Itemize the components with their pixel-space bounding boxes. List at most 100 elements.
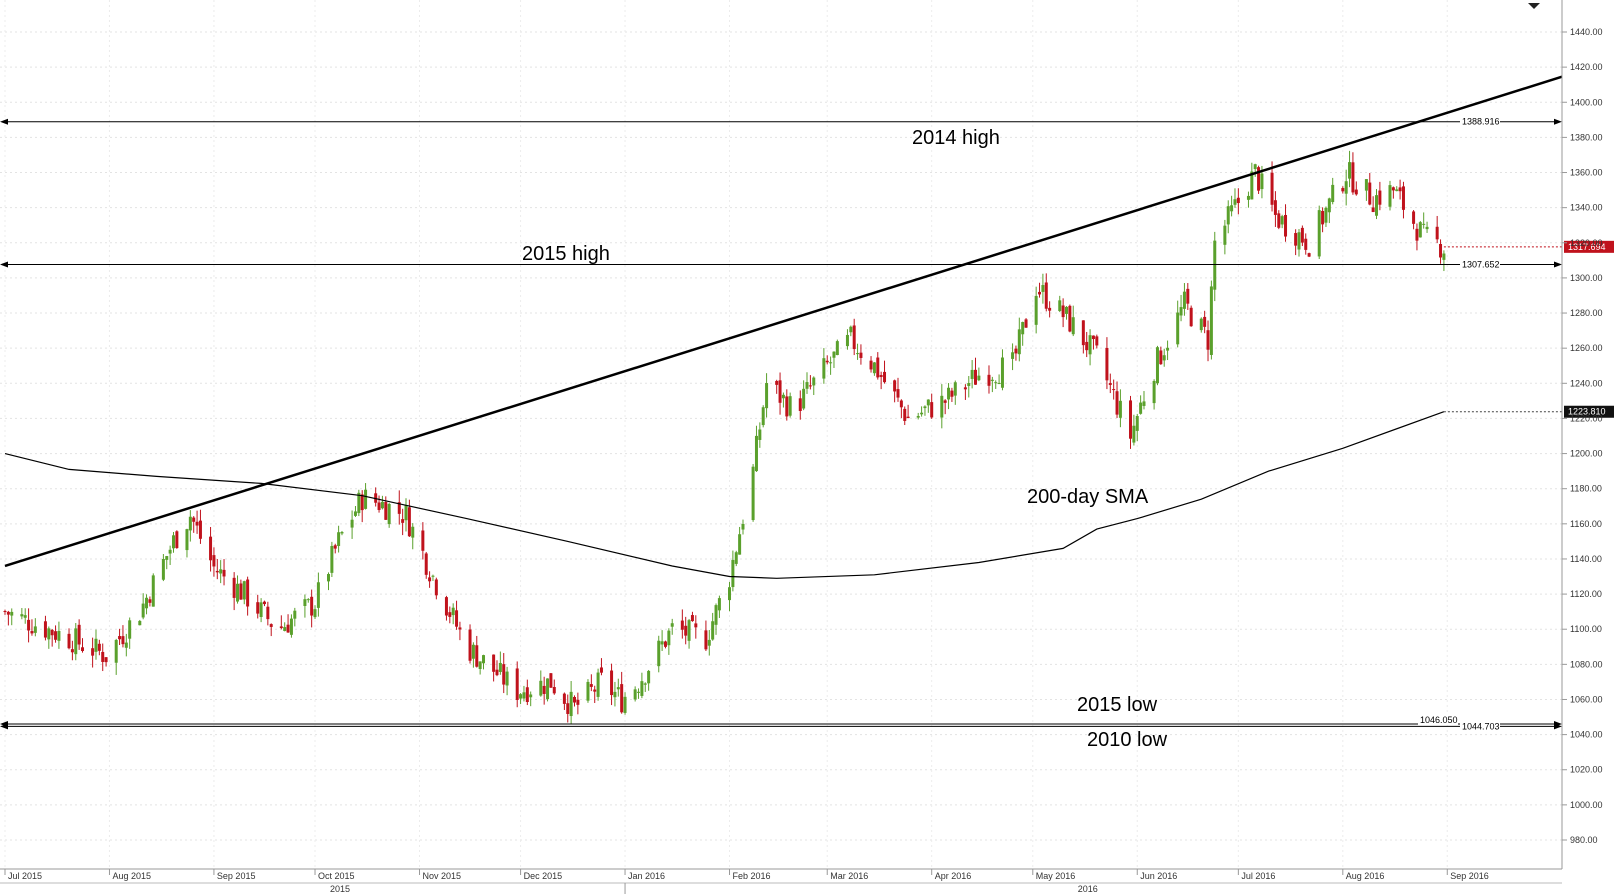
candle-body: [175, 531, 179, 549]
candle-body: [1142, 401, 1146, 406]
candle-body: [670, 623, 674, 627]
candle-body: [883, 371, 887, 383]
candle-body: [1135, 416, 1139, 431]
x-tick-label: Jul 2016: [1241, 871, 1275, 881]
y-tick-label: 1180.00: [1570, 484, 1602, 494]
candle-body: [734, 552, 738, 564]
chart-annotations: 2014 high 2015 high 200-day SMA 2015 low…: [522, 127, 1168, 751]
current-price-tag: [1564, 240, 1614, 253]
y-tick-label: 1100.00: [1570, 624, 1602, 634]
candle-body: [1233, 199, 1237, 205]
candle-body: [970, 369, 974, 379]
candle-body: [407, 507, 411, 537]
candle-body: [239, 583, 243, 600]
candle-body: [1270, 172, 1274, 205]
candle-body: [256, 602, 260, 614]
x-tick-label: May 2016: [1036, 871, 1076, 881]
candle-body: [1277, 213, 1281, 228]
candle-body: [1246, 195, 1250, 200]
x-tick-label: Sep 2016: [1450, 871, 1489, 881]
candle-body: [404, 505, 408, 521]
candle-body: [930, 402, 934, 418]
y-tick-label: 1320.00: [1570, 238, 1603, 248]
trendline: [4, 75, 1563, 568]
x-tick-label: Dec 2015: [524, 871, 563, 881]
level-label-bg: [1460, 721, 1500, 732]
candle-body: [377, 502, 381, 510]
candle-body: [687, 620, 691, 641]
candle-body: [711, 621, 715, 640]
candle-body: [70, 649, 74, 653]
x-axis: Jul 2015 Aug 2015 Sep 2015 Oct 2015 Nov 2015…: [0, 868, 1562, 894]
candle-body: [1344, 181, 1348, 194]
candle-body: [1273, 200, 1277, 215]
candle-body: [3, 611, 7, 613]
y-tick-label: 1140.00: [1570, 554, 1602, 564]
candle-body: [1139, 402, 1143, 414]
candle-body: [1091, 335, 1095, 340]
arrow-right-icon: [1554, 118, 1562, 125]
candle-body: [97, 643, 101, 651]
arrow-right-icon: [1554, 723, 1562, 730]
candle-body: [663, 641, 667, 647]
candle-body: [775, 380, 779, 385]
candle-body: [1425, 226, 1429, 230]
candle-body: [1088, 335, 1092, 355]
candle-body: [781, 394, 785, 399]
candle-body: [192, 517, 196, 522]
candle-body: [643, 683, 647, 685]
candle-body: [758, 429, 762, 440]
candle-body: [74, 628, 78, 655]
y-tick-label: 1380.00: [1570, 132, 1603, 142]
candle-body: [1341, 188, 1345, 192]
candle-body: [374, 493, 378, 503]
candle-body: [896, 389, 900, 398]
candle-body: [114, 639, 118, 663]
candle-body: [364, 489, 368, 509]
x-tick-label: Aug 2015: [112, 871, 151, 881]
candle-body: [1021, 322, 1025, 335]
candle-body: [633, 689, 637, 700]
candle-body: [222, 569, 226, 577]
candle-body: [1304, 238, 1308, 250]
candle-body: [266, 606, 270, 620]
candle-body: [492, 654, 496, 672]
candle-body: [54, 631, 58, 640]
candle-body: [495, 669, 499, 676]
candle-body: [1041, 285, 1045, 292]
candle-body: [118, 636, 122, 640]
x-tick-label: Oct 2015: [318, 871, 355, 881]
candle-body: [637, 691, 641, 693]
candle-body: [77, 624, 81, 645]
candle-body: [1176, 312, 1180, 345]
candle-body: [1011, 352, 1015, 359]
candle-body: [1048, 307, 1052, 311]
candle-body: [6, 611, 10, 615]
candle-body: [1250, 171, 1254, 200]
candle-body: [279, 626, 283, 629]
candle-body: [316, 582, 320, 608]
x-tick-label: Feb 2016: [733, 871, 771, 881]
y-tick-label: 1000.00: [1570, 800, 1603, 810]
x-tick-label: Sep 2015: [217, 871, 256, 881]
candle-body: [1435, 226, 1439, 240]
candle-body: [812, 377, 816, 386]
candle-body: [269, 624, 273, 627]
candle-body: [1182, 291, 1186, 309]
candle-body: [188, 516, 192, 531]
chevron-down-icon: [1528, 3, 1540, 9]
candle-body: [30, 631, 34, 634]
candle-body: [1442, 253, 1446, 260]
candle-body: [1280, 216, 1284, 225]
chart-overlays: 1388.916 1307.652 1046.050 1044.703 1317.694…: [0, 3, 1614, 732]
candle-body: [428, 577, 432, 582]
y-tick-label: 1240.00: [1570, 378, 1603, 388]
candle-body: [397, 502, 401, 514]
candle-body: [327, 574, 331, 582]
candle-body: [286, 624, 290, 633]
candle-body: [43, 621, 47, 638]
candle-body: [1058, 300, 1062, 312]
candle-body: [785, 396, 789, 417]
candle-body: [977, 375, 981, 381]
y-tick-label: 1360.00: [1570, 168, 1603, 178]
